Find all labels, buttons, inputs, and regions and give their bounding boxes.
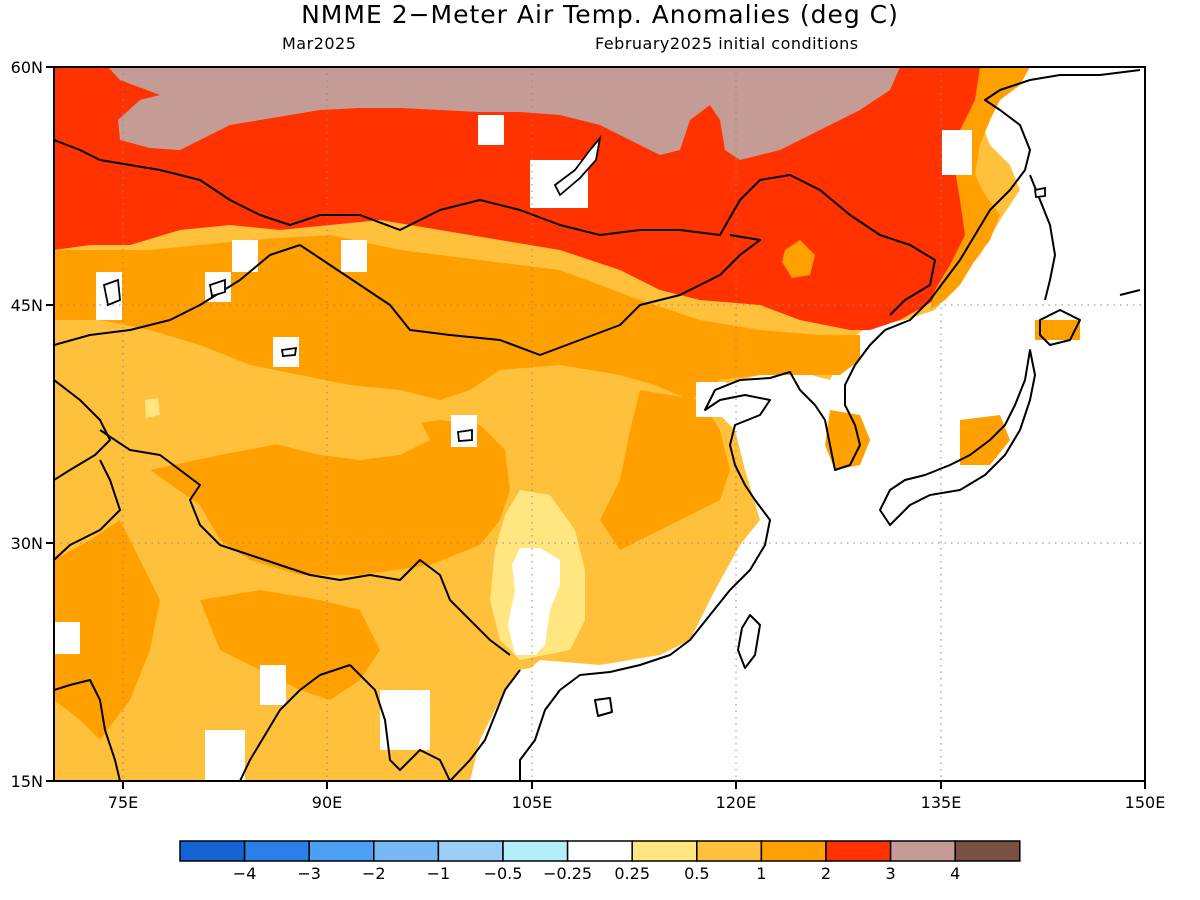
lat-label-30: 30N xyxy=(11,534,43,553)
legend-label: −0.5 xyxy=(484,864,523,883)
map-frame xyxy=(53,66,1146,782)
lake-baikal xyxy=(553,134,602,197)
longitude-axis: 75E 90E 105E 120E 135E 150E xyxy=(108,781,1166,812)
field-1-2-east xyxy=(600,390,730,550)
lake-khanka xyxy=(1033,186,1046,198)
forecast-month: Mar2025 xyxy=(282,34,357,53)
field-white-southchina xyxy=(508,548,560,655)
field-ocean-white xyxy=(470,67,1145,781)
lon-label-150: 150E xyxy=(1125,793,1166,812)
border-mongolia-china xyxy=(299,234,761,356)
legend-label: 0.5 xyxy=(684,864,709,883)
legend-swatch xyxy=(566,840,633,862)
coast-kamchatka xyxy=(1119,289,1141,296)
field-025-05-tibet xyxy=(145,398,160,418)
coast-indochina xyxy=(449,669,521,781)
legend-swatch xyxy=(437,840,504,862)
coast-japan-hokkaido xyxy=(1039,309,1081,346)
field-1-2-korea xyxy=(825,410,870,470)
legend-swatch xyxy=(696,840,763,862)
legend-label: 0.25 xyxy=(614,864,650,883)
initial-conditions: February2025 initial conditions xyxy=(595,34,859,53)
lake-balkhash xyxy=(208,278,226,298)
field-1-2-india xyxy=(200,590,380,700)
legend-swatch xyxy=(179,840,246,862)
field-1-2-sw xyxy=(54,520,160,740)
coast-south-china xyxy=(519,329,886,781)
legend-swatch xyxy=(373,840,440,862)
legend-label: 3 xyxy=(886,864,896,883)
coast-japan-honshu xyxy=(879,349,1036,526)
lat-label-15: 15N xyxy=(11,772,43,791)
lat-label-45: 45N xyxy=(11,296,43,315)
color-legend: −4 −3 −2 −1 −0.5 −0.25 0.25 0.5 1 2 3 4 xyxy=(179,840,1021,883)
legend-label: −1 xyxy=(427,864,451,883)
legend-swatch xyxy=(825,840,892,862)
lon-label-90: 90E xyxy=(312,793,342,812)
legend-label: −4 xyxy=(233,864,257,883)
field-white-indochina xyxy=(470,665,560,781)
legend-swatch xyxy=(502,840,569,862)
legend-swatch xyxy=(889,840,956,862)
field-1-2-north xyxy=(54,235,860,400)
latitude-axis: 60N 45N 30N 15N xyxy=(11,58,54,791)
field-3-4 xyxy=(108,67,900,160)
lon-label-135: 135E xyxy=(921,793,962,812)
legend-swatch xyxy=(308,840,375,862)
anomaly-fields xyxy=(54,67,1145,781)
lat-label-60: 60N xyxy=(11,58,43,77)
coast-india xyxy=(54,664,351,781)
lake-qinghai xyxy=(457,428,473,442)
lake-aral xyxy=(102,278,121,307)
border-himalaya xyxy=(99,429,511,656)
lakes xyxy=(102,134,1046,442)
field-1-2-ne xyxy=(930,67,1030,310)
border-india-west xyxy=(54,459,121,561)
lon-label-75: 75E xyxy=(108,793,138,812)
field-05-1-west xyxy=(100,345,430,460)
border-kazakhstan xyxy=(54,244,301,346)
coast-taiwan xyxy=(737,614,761,669)
map-title: NMME 2−Meter Air Temp. Anomalies (deg C) xyxy=(301,0,899,29)
legend-label: −3 xyxy=(297,864,321,883)
legend-label: 2 xyxy=(821,864,831,883)
legend-swatch xyxy=(243,840,310,862)
coast-hainan xyxy=(594,697,613,717)
coast-korea-manchuria xyxy=(884,69,1141,331)
legend-swatch xyxy=(954,840,1021,862)
field-1-2-japan xyxy=(960,320,1080,465)
lon-label-120: 120E xyxy=(716,793,757,812)
legend-label: 1 xyxy=(756,864,766,883)
border-central-asia xyxy=(54,379,111,481)
legend-swatch xyxy=(760,840,827,862)
coast-bay-of-bengal xyxy=(349,664,451,781)
border-russia xyxy=(54,139,936,316)
lake-issyk xyxy=(280,346,298,357)
field-1-2-central xyxy=(150,420,510,575)
legend-swatch xyxy=(631,840,698,862)
legend-label: 4 xyxy=(950,864,960,883)
field-1-2-spot xyxy=(782,240,815,278)
legend-label: −2 xyxy=(362,864,386,883)
lon-label-105: 105E xyxy=(512,793,553,812)
legend-label: −0.25 xyxy=(543,864,592,883)
